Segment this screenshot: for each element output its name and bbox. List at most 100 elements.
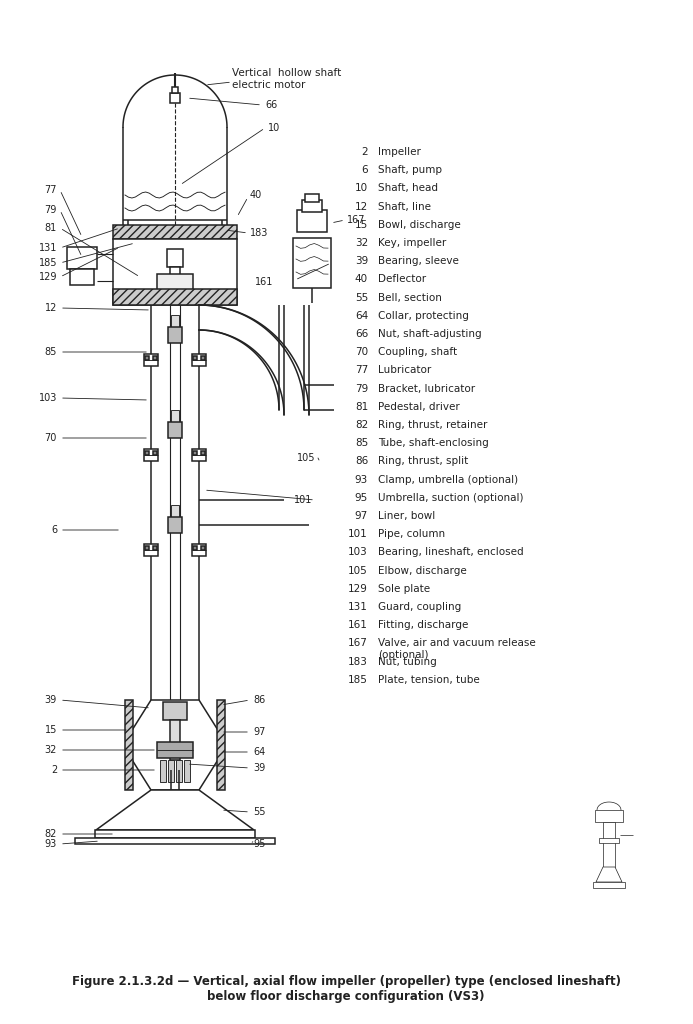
Text: 2: 2 bbox=[361, 147, 368, 157]
Text: 70: 70 bbox=[355, 347, 368, 357]
Bar bbox=[305, 194, 319, 202]
Text: 81: 81 bbox=[355, 401, 368, 412]
Bar bbox=[113, 289, 237, 305]
Text: 64: 64 bbox=[253, 746, 265, 757]
Bar bbox=[176, 760, 182, 782]
Text: 79: 79 bbox=[44, 205, 57, 215]
Bar bbox=[171, 505, 179, 525]
Text: Liner, bowl: Liner, bowl bbox=[378, 511, 435, 521]
Text: 12: 12 bbox=[44, 303, 57, 313]
Text: 161: 161 bbox=[348, 621, 368, 630]
Polygon shape bbox=[129, 700, 221, 790]
Text: Collar, protecting: Collar, protecting bbox=[378, 311, 469, 321]
Text: 32: 32 bbox=[44, 745, 57, 755]
Bar bbox=[192, 449, 206, 461]
Text: 131: 131 bbox=[39, 243, 57, 253]
Bar bbox=[70, 269, 94, 285]
Bar bbox=[171, 315, 179, 335]
Text: 77: 77 bbox=[44, 185, 57, 195]
Text: 55: 55 bbox=[253, 807, 265, 817]
Text: Bowl, discharge: Bowl, discharge bbox=[378, 220, 461, 229]
Bar bbox=[201, 546, 205, 550]
Text: 64: 64 bbox=[355, 311, 368, 321]
Text: 32: 32 bbox=[355, 238, 368, 248]
Text: Clamp, umbrella (optional): Clamp, umbrella (optional) bbox=[378, 474, 518, 484]
Text: 66: 66 bbox=[355, 329, 368, 339]
Text: Guard, coupling: Guard, coupling bbox=[378, 602, 462, 612]
Bar bbox=[184, 760, 190, 782]
Text: 10: 10 bbox=[355, 183, 368, 194]
Text: Nut, tubing: Nut, tubing bbox=[378, 656, 437, 667]
Bar bbox=[293, 238, 331, 288]
Bar bbox=[145, 451, 149, 455]
Bar bbox=[113, 239, 237, 305]
Text: 39: 39 bbox=[355, 256, 368, 266]
Text: Elbow, discharge: Elbow, discharge bbox=[378, 565, 467, 575]
Bar bbox=[593, 882, 625, 888]
Text: 12: 12 bbox=[355, 202, 368, 212]
Bar bbox=[144, 544, 158, 556]
Text: 105: 105 bbox=[297, 453, 315, 463]
Text: Fitting, discharge: Fitting, discharge bbox=[378, 621, 468, 630]
Text: 85: 85 bbox=[355, 438, 368, 449]
Text: 93: 93 bbox=[355, 474, 368, 484]
Polygon shape bbox=[596, 867, 622, 882]
Text: 101: 101 bbox=[294, 495, 312, 505]
Text: 40: 40 bbox=[355, 274, 368, 285]
Text: 79: 79 bbox=[355, 384, 368, 393]
Bar bbox=[75, 838, 275, 844]
Text: 10: 10 bbox=[268, 123, 280, 133]
Bar bbox=[157, 742, 193, 758]
Bar bbox=[145, 356, 149, 360]
Text: Plate, tension, tube: Plate, tension, tube bbox=[378, 675, 480, 685]
Bar bbox=[595, 810, 623, 822]
Bar bbox=[193, 451, 197, 455]
Text: 167: 167 bbox=[348, 638, 368, 648]
Text: 39: 39 bbox=[45, 695, 57, 705]
Text: 103: 103 bbox=[349, 548, 368, 557]
Bar bbox=[167, 249, 183, 267]
Text: 86: 86 bbox=[355, 457, 368, 466]
Bar bbox=[145, 546, 149, 550]
Bar bbox=[144, 354, 158, 366]
Bar bbox=[157, 274, 193, 296]
Bar bbox=[168, 760, 174, 782]
Text: Shaft, pump: Shaft, pump bbox=[378, 165, 442, 175]
Text: 86: 86 bbox=[253, 695, 265, 705]
Bar bbox=[67, 247, 97, 269]
Text: 6: 6 bbox=[51, 525, 57, 535]
Text: 40: 40 bbox=[250, 190, 262, 200]
Bar bbox=[160, 760, 166, 782]
Text: Bell, section: Bell, section bbox=[378, 293, 442, 303]
Text: 101: 101 bbox=[349, 529, 368, 540]
Text: 15: 15 bbox=[44, 725, 57, 735]
Bar bbox=[193, 356, 197, 360]
Bar bbox=[144, 449, 158, 461]
Text: 161: 161 bbox=[255, 278, 273, 287]
Bar bbox=[171, 410, 179, 430]
Text: 81: 81 bbox=[45, 223, 57, 233]
Text: 95: 95 bbox=[355, 493, 368, 503]
Text: Figure 2.1.3.2d — Vertical, axial flow impeller (propeller) type (enclosed lines: Figure 2.1.3.2d — Vertical, axial flow i… bbox=[71, 975, 620, 1002]
Text: Pedestal, driver: Pedestal, driver bbox=[378, 401, 459, 412]
Text: 183: 183 bbox=[348, 656, 368, 667]
Bar bbox=[168, 517, 182, 534]
Text: Bearing, sleeve: Bearing, sleeve bbox=[378, 256, 459, 266]
Text: 95: 95 bbox=[253, 839, 265, 849]
Text: Pipe, column: Pipe, column bbox=[378, 529, 445, 540]
Text: 97: 97 bbox=[253, 727, 265, 737]
Text: Bracket, lubricator: Bracket, lubricator bbox=[378, 384, 475, 393]
Text: 66: 66 bbox=[265, 100, 277, 110]
Text: Impeller: Impeller bbox=[378, 147, 421, 157]
Text: Deflector: Deflector bbox=[378, 274, 426, 285]
Bar bbox=[163, 702, 187, 720]
Bar bbox=[192, 354, 206, 366]
Text: Shaft, head: Shaft, head bbox=[378, 183, 438, 194]
Bar bbox=[302, 200, 322, 212]
Text: 185: 185 bbox=[39, 258, 57, 268]
Bar bbox=[168, 422, 182, 438]
Text: 131: 131 bbox=[348, 602, 368, 612]
Bar bbox=[170, 93, 180, 103]
Text: 167: 167 bbox=[347, 215, 365, 225]
Bar bbox=[170, 720, 180, 760]
